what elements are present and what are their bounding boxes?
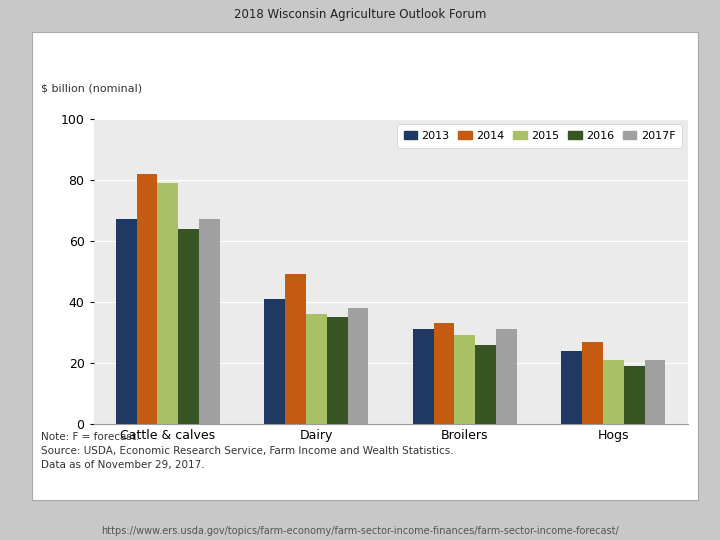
Bar <box>475 345 496 424</box>
Bar <box>199 219 220 424</box>
Bar <box>582 341 603 424</box>
Bar <box>562 350 582 424</box>
Text: Note: F = forecast.
Source: USDA, Economic Research Service, Farm Income and Wea: Note: F = forecast. Source: USDA, Econom… <box>41 432 454 470</box>
Text: 2018 Wisconsin Agriculture Outlook Forum: 2018 Wisconsin Agriculture Outlook Forum <box>234 8 486 22</box>
Bar <box>496 329 517 424</box>
Bar <box>413 329 433 424</box>
Bar <box>306 314 327 424</box>
Bar <box>285 274 306 424</box>
Bar <box>327 317 348 424</box>
Bar <box>644 360 665 424</box>
Bar <box>454 335 475 424</box>
Bar <box>348 308 369 424</box>
Bar <box>158 183 179 424</box>
Legend: 2013, 2014, 2015, 2016, 2017F: 2013, 2014, 2015, 2016, 2017F <box>397 124 682 147</box>
Text: https://www.ers.usda.gov/topics/farm-economy/farm-sector-income-finances/farm-se: https://www.ers.usda.gov/topics/farm-eco… <box>101 525 619 536</box>
Text: U.S. cash receipts for selected animals/products, 2013-17F: U.S. cash receipts for selected animals/… <box>42 50 531 65</box>
Bar <box>433 323 454 424</box>
Bar <box>624 366 644 424</box>
Bar <box>603 360 624 424</box>
Bar <box>137 174 158 424</box>
Bar <box>116 219 137 424</box>
Bar <box>179 228 199 424</box>
Text: $ billion (nominal): $ billion (nominal) <box>41 84 142 94</box>
Bar <box>264 299 285 424</box>
